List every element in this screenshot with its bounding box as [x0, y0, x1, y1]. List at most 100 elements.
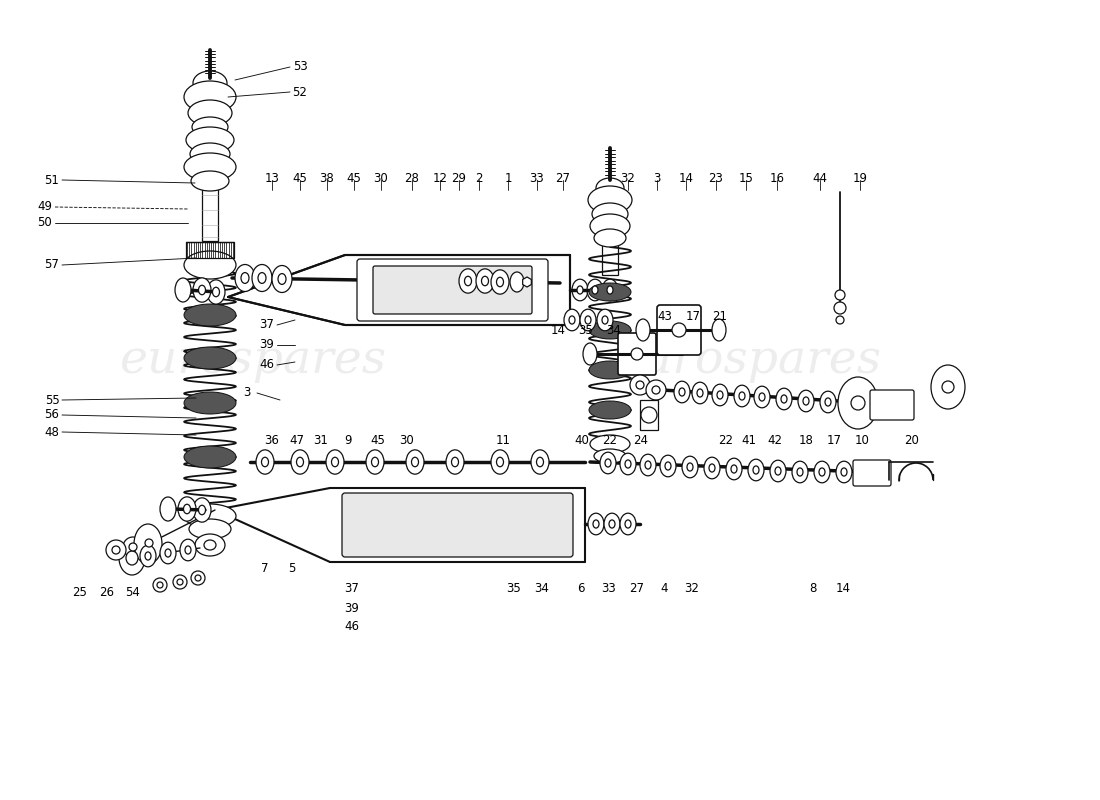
Circle shape: [630, 375, 650, 395]
Text: 1: 1: [504, 171, 512, 185]
Circle shape: [112, 546, 120, 554]
Ellipse shape: [195, 534, 226, 556]
Ellipse shape: [732, 465, 737, 473]
Ellipse shape: [184, 304, 236, 326]
Text: 44: 44: [813, 171, 827, 185]
Ellipse shape: [180, 539, 196, 561]
Text: 35: 35: [579, 323, 593, 337]
Ellipse shape: [605, 459, 610, 467]
Circle shape: [129, 543, 138, 551]
Circle shape: [177, 579, 183, 585]
Text: 6: 6: [578, 582, 585, 594]
Ellipse shape: [184, 446, 236, 468]
Ellipse shape: [792, 461, 808, 482]
Ellipse shape: [754, 466, 759, 474]
Circle shape: [139, 533, 159, 553]
Ellipse shape: [212, 287, 220, 297]
Ellipse shape: [278, 274, 286, 284]
Ellipse shape: [207, 280, 226, 304]
Text: 8: 8: [810, 582, 816, 594]
Ellipse shape: [754, 386, 770, 408]
Ellipse shape: [191, 171, 229, 191]
FancyBboxPatch shape: [657, 305, 701, 355]
Ellipse shape: [510, 272, 524, 292]
Ellipse shape: [184, 392, 236, 414]
Ellipse shape: [734, 385, 750, 406]
Ellipse shape: [588, 321, 631, 339]
Ellipse shape: [593, 520, 600, 528]
Ellipse shape: [748, 459, 764, 481]
Ellipse shape: [372, 458, 378, 466]
Ellipse shape: [625, 460, 631, 468]
Ellipse shape: [184, 504, 190, 514]
Text: 57: 57: [45, 258, 59, 271]
Text: 13: 13: [265, 171, 279, 185]
Ellipse shape: [366, 450, 384, 474]
Text: 16: 16: [770, 171, 784, 185]
Ellipse shape: [145, 552, 151, 560]
Text: 9: 9: [344, 434, 352, 446]
Ellipse shape: [590, 435, 630, 453]
Text: 41: 41: [741, 434, 757, 446]
Text: 40: 40: [574, 434, 590, 446]
Polygon shape: [640, 400, 658, 430]
Text: 55: 55: [45, 394, 59, 406]
Text: 30: 30: [399, 434, 415, 446]
Circle shape: [646, 380, 666, 400]
Text: 24: 24: [634, 434, 649, 446]
Text: 48: 48: [45, 426, 59, 438]
FancyBboxPatch shape: [852, 460, 891, 486]
Text: 46: 46: [344, 619, 360, 633]
Circle shape: [851, 396, 865, 410]
Text: 51: 51: [45, 174, 59, 186]
Text: 4: 4: [660, 582, 668, 594]
Text: 14: 14: [550, 323, 565, 337]
Circle shape: [173, 575, 187, 589]
Circle shape: [672, 323, 686, 337]
Ellipse shape: [578, 286, 583, 294]
Ellipse shape: [607, 286, 613, 294]
Circle shape: [191, 571, 205, 585]
Ellipse shape: [588, 401, 631, 419]
Text: 31: 31: [314, 434, 329, 446]
Ellipse shape: [192, 498, 211, 522]
Text: 30: 30: [374, 171, 388, 185]
Text: 14: 14: [679, 171, 693, 185]
Text: 38: 38: [320, 171, 334, 185]
FancyBboxPatch shape: [342, 493, 573, 557]
Ellipse shape: [682, 456, 698, 478]
FancyBboxPatch shape: [870, 390, 914, 420]
Ellipse shape: [588, 186, 632, 214]
Text: 7: 7: [262, 562, 268, 574]
Text: 37: 37: [344, 582, 360, 594]
Text: 2: 2: [475, 171, 483, 185]
Text: 43: 43: [658, 310, 672, 323]
Ellipse shape: [297, 458, 304, 466]
Text: 47: 47: [289, 434, 305, 446]
Circle shape: [106, 540, 127, 560]
Text: 33: 33: [529, 171, 544, 185]
Ellipse shape: [739, 392, 745, 400]
Ellipse shape: [692, 382, 708, 404]
Ellipse shape: [697, 389, 703, 397]
Circle shape: [631, 348, 644, 360]
Ellipse shape: [580, 309, 596, 331]
Text: 45: 45: [346, 171, 362, 185]
Ellipse shape: [165, 549, 170, 557]
Text: 32: 32: [684, 582, 700, 594]
Ellipse shape: [459, 269, 477, 293]
Ellipse shape: [192, 71, 227, 95]
Ellipse shape: [258, 273, 266, 283]
Ellipse shape: [184, 347, 236, 369]
Text: 35: 35: [507, 582, 521, 594]
Ellipse shape: [186, 127, 234, 153]
Ellipse shape: [292, 450, 309, 474]
Ellipse shape: [704, 457, 720, 478]
Ellipse shape: [666, 462, 671, 470]
Ellipse shape: [583, 343, 597, 365]
Text: 11: 11: [495, 434, 510, 446]
Text: 26: 26: [99, 586, 114, 598]
Ellipse shape: [134, 524, 162, 564]
Ellipse shape: [464, 276, 472, 286]
Text: 3: 3: [653, 171, 661, 185]
